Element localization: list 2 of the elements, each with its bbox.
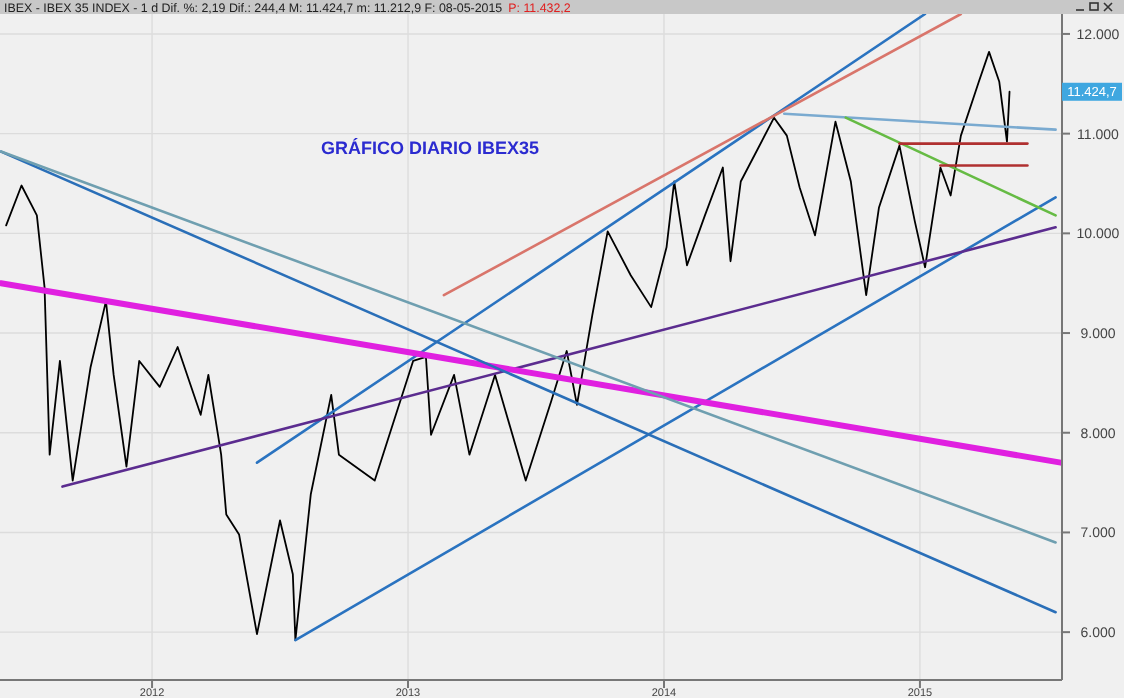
line-series [5, 50, 1011, 642]
text: GRÁFICO DIARIO IBEX35 [320, 138, 540, 158]
